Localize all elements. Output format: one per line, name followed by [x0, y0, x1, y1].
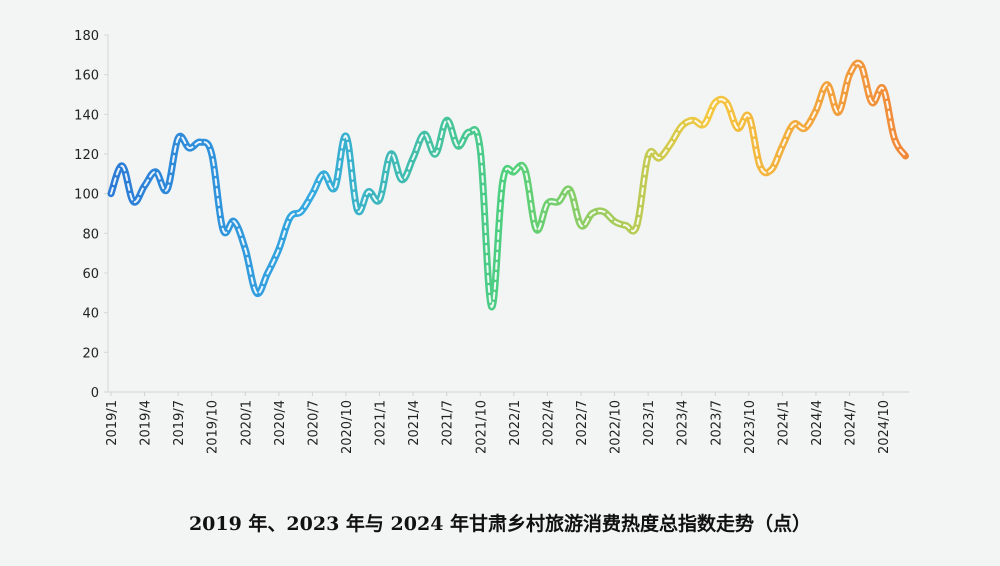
x-tick-label: 2022/4 [541, 400, 556, 446]
y-tick-label: 0 [91, 386, 99, 401]
x-tick-label: 2021/4 [407, 400, 422, 446]
x-tick-label: 2023/7 [709, 400, 724, 446]
x-tick-label: 2022/7 [575, 400, 590, 446]
y-tick-label: 140 [74, 108, 99, 123]
x-tick-label: 2022/1 [508, 400, 523, 446]
x-tick-label: 2021/10 [474, 400, 489, 454]
x-tick-label: 2024/1 [776, 400, 791, 446]
x-tick-label: 2020/7 [306, 400, 321, 446]
line-highlight [110, 62, 907, 308]
x-tick-label: 2024/7 [844, 400, 859, 446]
x-tick-label: 2023/1 [642, 400, 657, 446]
y-tick-label: 40 [82, 307, 99, 322]
x-tick-label: 2019/1 [105, 400, 120, 446]
line-series [107, 59, 909, 311]
y-tick-label: 120 [74, 148, 99, 163]
y-tick-label: 100 [74, 188, 99, 203]
x-tick-label: 2019/10 [206, 400, 221, 454]
chart-title: 2019 年、2023 年与 2024 年甘肃乡村旅游消费热度总指数走势（点） [189, 512, 811, 535]
y-tick-label: 160 [74, 69, 99, 84]
x-tick-label: 2019/4 [139, 400, 154, 446]
y-tick-label: 60 [82, 267, 99, 282]
x-tick-label: 2020/1 [239, 400, 254, 446]
x-tick-label: 2024/4 [810, 400, 825, 446]
x-tick-label: 2024/10 [877, 400, 892, 454]
x-tick-label: 2023/4 [676, 400, 691, 446]
x-tick-label: 2020/10 [340, 400, 355, 454]
x-tick-label: 2021/1 [374, 400, 389, 446]
y-tick-label: 20 [82, 346, 99, 361]
y-tick-label: 180 [74, 29, 99, 44]
x-tick-label: 2021/7 [441, 400, 456, 446]
x-tick-label: 2020/4 [273, 400, 288, 446]
y-tick-label: 80 [82, 227, 99, 242]
x-tick-label: 2022/10 [609, 400, 624, 454]
x-tick-label: 2023/10 [743, 400, 758, 454]
x-tick-label: 2019/7 [172, 400, 187, 446]
